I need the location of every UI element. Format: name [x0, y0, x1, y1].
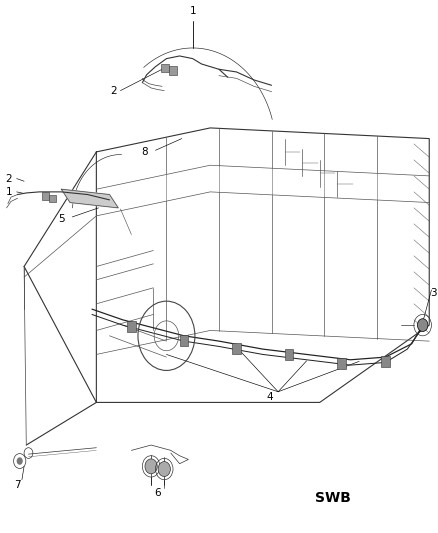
Text: SWB: SWB: [315, 491, 351, 505]
Text: 1: 1: [5, 187, 12, 197]
Text: 3: 3: [430, 288, 437, 298]
Bar: [337, 358, 346, 369]
Circle shape: [17, 457, 23, 465]
Text: 2: 2: [5, 174, 12, 183]
Polygon shape: [61, 189, 118, 208]
Text: 6: 6: [154, 488, 161, 498]
Bar: [49, 195, 56, 202]
Circle shape: [145, 459, 157, 474]
Circle shape: [158, 462, 170, 477]
Bar: [161, 64, 169, 72]
Text: 2: 2: [110, 86, 117, 95]
Bar: [381, 356, 390, 367]
Bar: [127, 321, 136, 332]
Text: 7: 7: [14, 480, 21, 490]
Text: 4: 4: [266, 392, 273, 402]
Text: 8: 8: [141, 147, 148, 157]
Bar: [285, 349, 293, 360]
Bar: [42, 192, 49, 200]
Circle shape: [417, 319, 428, 332]
Text: 1: 1: [189, 6, 196, 15]
Bar: [232, 343, 241, 354]
Bar: [180, 335, 188, 346]
Bar: [169, 66, 177, 75]
Text: 5: 5: [58, 214, 65, 223]
